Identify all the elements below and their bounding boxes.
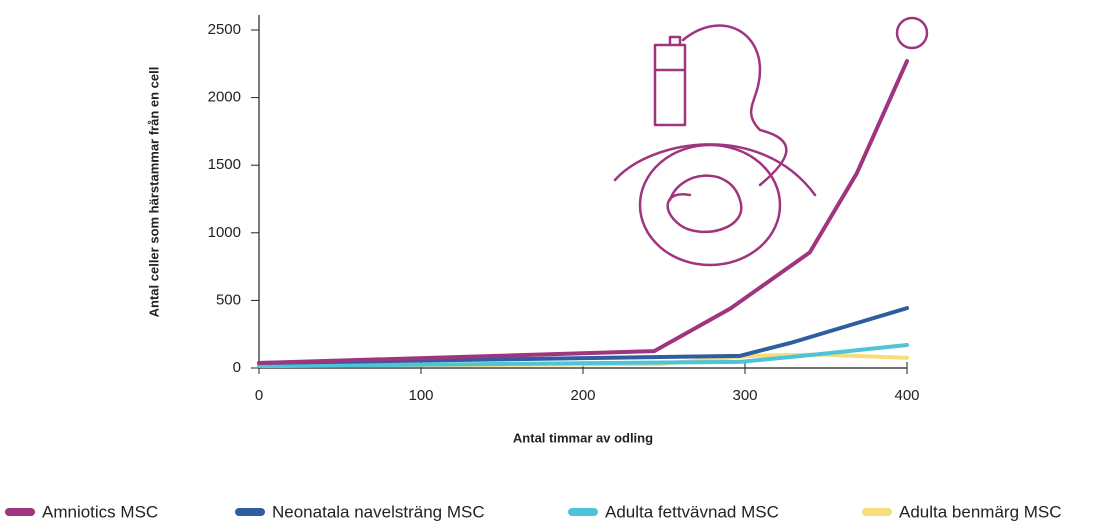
y-tick-label: 500 xyxy=(216,291,241,308)
logo-icon xyxy=(897,18,927,48)
legend-swatch xyxy=(568,508,598,516)
legend-label: Amniotics MSC xyxy=(42,502,158,521)
y-tick-label: 0 xyxy=(233,359,241,376)
x-tick-label: 400 xyxy=(894,387,919,404)
x-tick-label: 100 xyxy=(408,387,433,404)
x-tick-label: 300 xyxy=(732,387,757,404)
y-tick-label: 2500 xyxy=(208,21,241,38)
x-tick-label: 0 xyxy=(255,387,263,404)
illustration xyxy=(615,18,927,265)
tube-icon xyxy=(683,26,786,185)
legend-label: Adulta benmärg MSC xyxy=(899,502,1062,521)
x-axis-title: Antal timmar av odling xyxy=(513,430,653,445)
y-axis-title: Antal celler som härstammar från en cell xyxy=(146,67,161,318)
line-series xyxy=(259,61,907,363)
y-tick-label: 2000 xyxy=(208,89,241,106)
legend-label: Neonatala navelsträng MSC xyxy=(272,502,485,521)
legend-label: Adulta fettvävnad MSC xyxy=(605,502,779,521)
iv-bag-icon xyxy=(655,37,685,125)
x-tick-label: 200 xyxy=(570,387,595,404)
legend-swatch xyxy=(5,508,35,516)
womb-icon xyxy=(640,145,780,265)
chart: Antal celler som härstammar från en cell… xyxy=(0,0,1108,522)
legend-swatch xyxy=(235,508,265,516)
legend-swatch xyxy=(862,508,892,516)
y-tick-label: 1000 xyxy=(208,224,241,241)
y-tick-label: 1500 xyxy=(208,156,241,173)
